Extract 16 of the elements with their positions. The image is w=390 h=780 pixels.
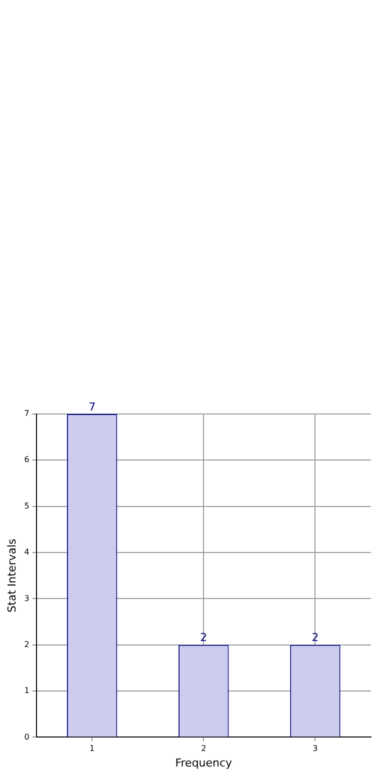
y-tick-label: 4	[24, 548, 30, 557]
y-tick-label: 6	[24, 455, 30, 464]
x-tick-label: 1	[90, 744, 95, 754]
data-label: 2	[200, 631, 208, 644]
x-axis-title: Frequency	[175, 756, 233, 770]
y-tick-label: 2	[24, 640, 30, 649]
y-tick-label: 7	[24, 409, 30, 418]
data-label: 7	[88, 400, 96, 414]
y-tick-label: 5	[24, 501, 30, 510]
y-axis-title: Stat Intervals	[5, 538, 18, 612]
data-label: 2	[312, 631, 319, 644]
y-tick-label: 3	[24, 594, 30, 603]
x-tick-label: 2	[201, 744, 206, 754]
y-tick-label: 1	[24, 686, 30, 696]
y-tick-label: 0	[24, 732, 30, 742]
x-tick-label: 3	[312, 744, 318, 754]
